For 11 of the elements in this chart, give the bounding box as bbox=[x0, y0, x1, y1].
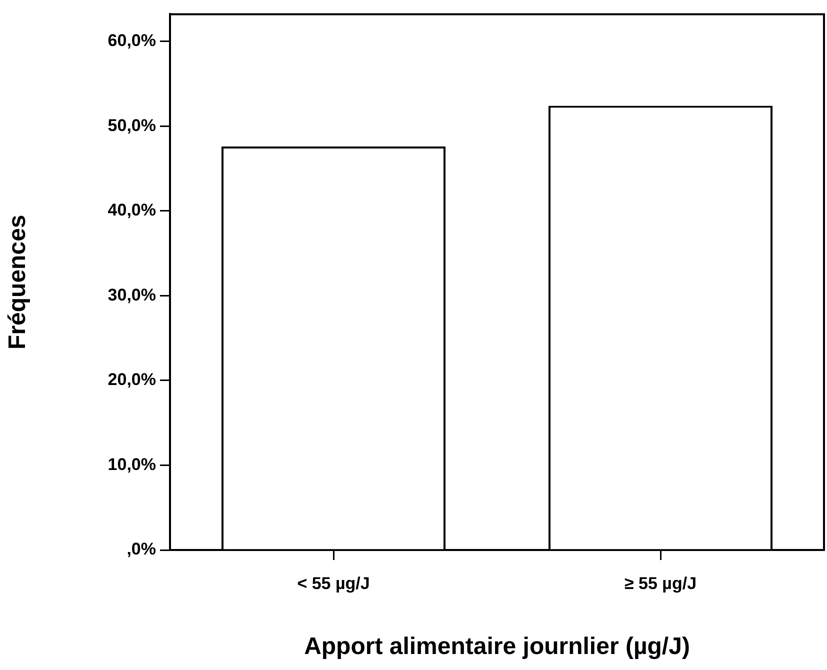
y-tick-label: 20,0% bbox=[108, 370, 156, 390]
y-tick-label: 10,0% bbox=[108, 454, 156, 474]
y-axis-title: Fréquences bbox=[4, 214, 32, 350]
y-tick-label: 40,0% bbox=[108, 200, 156, 220]
y-tick-label: 30,0% bbox=[108, 285, 156, 304]
x-tick-label: < 55 µg/J bbox=[297, 574, 370, 593]
y-tick-label: 50,0% bbox=[108, 116, 156, 135]
y-tick-label: ,0% bbox=[126, 540, 156, 559]
x-tick-label: ≥ 55 µg/J bbox=[624, 574, 697, 593]
x-axis-title: Apport alimentaire journlier (µg/J) bbox=[304, 633, 690, 660]
y-tick-label: 60,0% bbox=[108, 31, 156, 50]
